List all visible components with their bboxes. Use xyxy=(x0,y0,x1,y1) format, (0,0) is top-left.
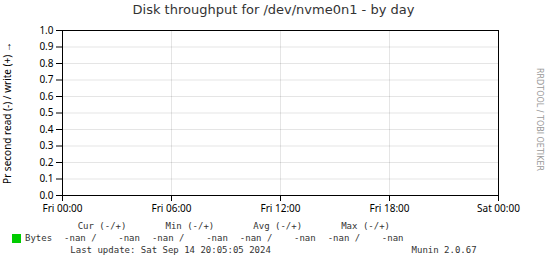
svg-text:Fri 18:00: Fri 18:00 xyxy=(369,201,409,215)
svg-text:0.1: 0.1 xyxy=(39,171,53,185)
svg-text:Fri 00:00: Fri 00:00 xyxy=(42,201,82,215)
html-text:Disk throughput for /dev/nvme0: Disk throughput for /dev/nvme0n1 - by da… xyxy=(132,2,415,17)
svg-text:Fri 06:00: Fri 06:00 xyxy=(151,201,191,215)
svg-text:0.5: 0.5 xyxy=(39,105,53,119)
html-text:-nan / -nan: -nan / -nan xyxy=(239,233,316,243)
svg-text:0.2: 0.2 xyxy=(39,155,53,169)
html-text:-nan / -nan: -nan / -nan xyxy=(327,233,404,243)
svg-text:0.7: 0.7 xyxy=(39,72,53,86)
html-text:Avg (-/+): Avg (-/+) xyxy=(253,221,303,231)
svg-text:0.6: 0.6 xyxy=(39,89,53,103)
svg-text:0.8: 0.8 xyxy=(39,56,53,70)
svg-text:Pr second read (-) / write (+): Pr second read (-) / write (+) → xyxy=(0,42,14,184)
svg-text:0.0: 0.0 xyxy=(39,188,53,202)
html-text:Munin 2.0.67: Munin 2.0.67 xyxy=(411,245,477,255)
svg-text:0.9: 0.9 xyxy=(39,39,53,53)
html-text:RRDTOOL / TOBI OETIKER: RRDTOOL / TOBI OETIKER xyxy=(535,68,544,172)
svg-text:Fri 12:00: Fri 12:00 xyxy=(260,201,300,215)
svg-text:0.3: 0.3 xyxy=(39,138,53,152)
svg-text:Sat 00:00: Sat 00:00 xyxy=(477,201,520,215)
html-text:Cur (-/+): Cur (-/+) xyxy=(77,221,127,231)
svg-text:0.4: 0.4 xyxy=(39,122,53,136)
svg-text:1.0: 1.0 xyxy=(39,23,53,37)
html-text:-nan / -nan: -nan / -nan xyxy=(152,233,228,243)
html-text:Last update: Sat Sep 14 20:05:: Last update: Sat Sep 14 20:05:05 2024 xyxy=(70,245,271,255)
html-text:Min (-/+): Min (-/+) xyxy=(165,221,215,231)
html-text:Bytes: Bytes xyxy=(25,233,53,243)
html-text:Max (-/+): Max (-/+) xyxy=(341,221,390,231)
html-text:-nan / -nan: -nan / -nan xyxy=(64,233,140,243)
